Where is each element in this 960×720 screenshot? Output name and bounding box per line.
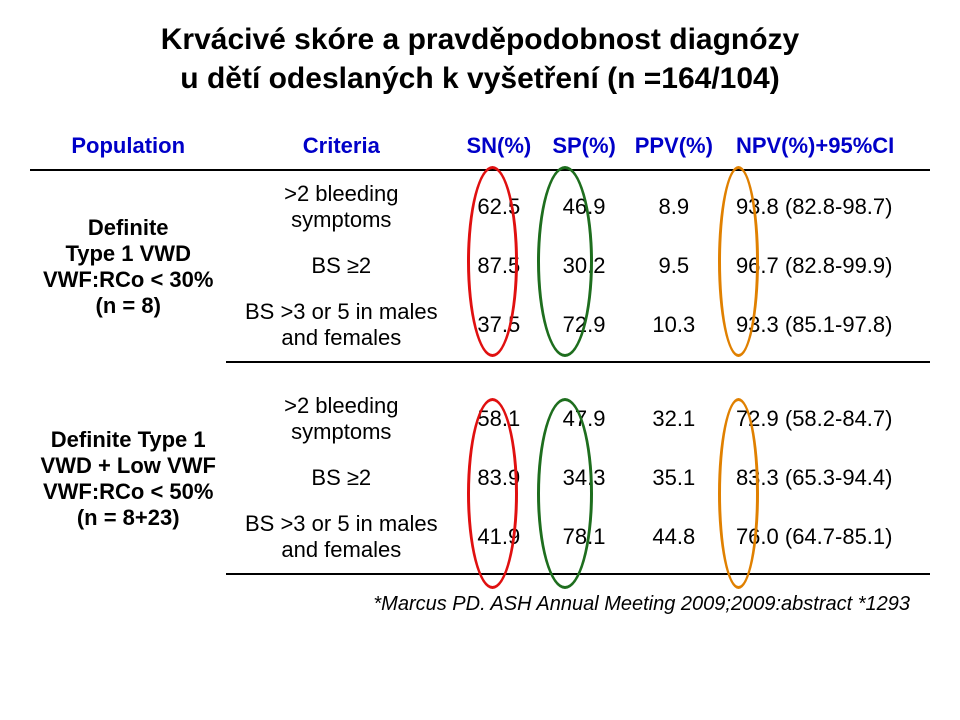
sp-cell: 34.3 — [542, 455, 627, 501]
group2-population: Definite Type 1 VWD + Low VWF VWF:RCo < … — [30, 383, 226, 574]
header-sp: SP(%) — [542, 123, 627, 170]
citation-footnote: *Marcus PD. ASH Annual Meeting 2009;2009… — [30, 593, 930, 616]
table-header-row: Population Criteria SN(%) SP(%) PPV(%) N… — [30, 123, 930, 170]
sn-cell: 62.5 — [456, 170, 541, 243]
table-row: Definite Type 1 VWD VWF:RCo < 30% (n = 8… — [30, 170, 930, 243]
header-npv: NPV(%)+95%CI — [721, 123, 930, 170]
criteria-cell: >2 bleeding symptoms — [226, 383, 456, 455]
npv-cell: 76.0 (64.7-85.1) — [721, 501, 930, 574]
header-population: Population — [30, 123, 226, 170]
sp-cell: 78.1 — [542, 501, 627, 574]
ppv-cell: 44.8 — [627, 501, 721, 574]
data-table: Population Criteria SN(%) SP(%) PPV(%) N… — [30, 123, 930, 575]
sp-cell: 30.2 — [542, 243, 627, 289]
sn-cell: 83.9 — [456, 455, 541, 501]
criteria-cell: >2 bleeding symptoms — [226, 170, 456, 243]
criteria-cell: BS >3 or 5 in males and females — [226, 501, 456, 574]
sn-cell: 41.9 — [456, 501, 541, 574]
sp-cell: 47.9 — [542, 383, 627, 455]
ppv-cell: 8.9 — [627, 170, 721, 243]
sp-cell: 46.9 — [542, 170, 627, 243]
criteria-cell: BS ≥2 — [226, 243, 456, 289]
sp-cell: 72.9 — [542, 289, 627, 362]
table-row: Definite Type 1 VWD + Low VWF VWF:RCo < … — [30, 383, 930, 455]
criteria-cell: BS ≥2 — [226, 455, 456, 501]
sn-cell: 37.5 — [456, 289, 541, 362]
npv-cell: 93.8 (82.8-98.7) — [721, 170, 930, 243]
slide-title: Krvácivé skóre a pravděpodobnost diagnóz… — [30, 20, 930, 98]
sn-cell: 87.5 — [456, 243, 541, 289]
ppv-cell: 32.1 — [627, 383, 721, 455]
header-criteria: Criteria — [226, 123, 456, 170]
npv-cell: 96.7 (82.8-99.9) — [721, 243, 930, 289]
npv-cell: 72.9 (58.2-84.7) — [721, 383, 930, 455]
header-sn: SN(%) — [456, 123, 541, 170]
npv-cell: 83.3 (65.3-94.4) — [721, 455, 930, 501]
sn-cell: 58.1 — [456, 383, 541, 455]
npv-cell: 93.3 (85.1-97.8) — [721, 289, 930, 362]
header-ppv: PPV(%) — [627, 123, 721, 170]
ppv-cell: 9.5 — [627, 243, 721, 289]
title-line-2: u dětí odeslaných k vyšetření (n =164/10… — [180, 62, 779, 95]
ppv-cell: 35.1 — [627, 455, 721, 501]
title-line-1: Krvácivé skóre a pravděpodobnost diagnóz… — [161, 23, 800, 56]
group1-population: Definite Type 1 VWD VWF:RCo < 30% (n = 8… — [30, 170, 226, 362]
ppv-cell: 10.3 — [627, 289, 721, 362]
spacer-row — [30, 362, 930, 383]
criteria-cell: BS >3 or 5 in males and females — [226, 289, 456, 362]
